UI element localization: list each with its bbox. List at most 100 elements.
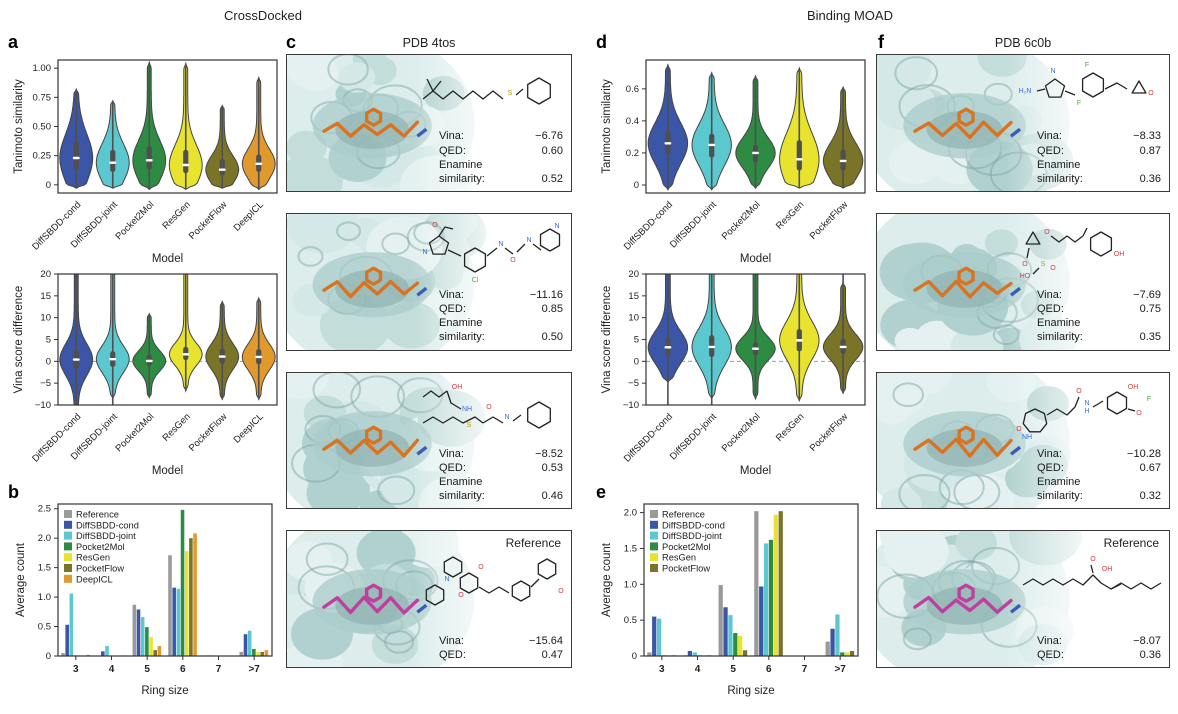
enamine-label-2: similarity:: [1037, 331, 1083, 344]
svg-text:10: 10: [628, 313, 639, 324]
svg-text:0.5: 0.5: [38, 622, 51, 633]
svg-text:O: O: [432, 222, 438, 229]
svg-text:0.6: 0.6: [626, 84, 639, 95]
ligand-card-stack-moad: H₂N N F F O Vina: −8.33 QED: 0.87 Enamine simi…: [876, 54, 1170, 668]
pdb-title-6c0b: PDB 6c0b: [994, 36, 1052, 50]
vina-label: Vina:: [1037, 130, 1062, 143]
svg-text:Ring size: Ring size: [141, 685, 188, 697]
svg-text:Model: Model: [740, 465, 771, 477]
vina-label: Vina:: [439, 634, 464, 647]
svg-text:DeepICL: DeepICL: [232, 411, 266, 445]
svg-text:F: F: [1085, 62, 1089, 69]
svg-text:Reference: Reference: [662, 510, 705, 520]
qed-value: 0.67: [1139, 462, 1161, 475]
enamine-value: 0.46: [541, 490, 563, 503]
enamine-label-2: similarity:: [439, 172, 485, 185]
svg-text:O: O: [510, 257, 516, 264]
panel-label-a: a: [8, 32, 19, 52]
qed-value: 0.47: [541, 648, 563, 661]
ligand-card-c3: OH NH S O N Vina: −8.52 QED: 0.53 Enamine simi…: [286, 371, 572, 510]
svg-text:Reference: Reference: [76, 510, 119, 520]
qed-label: QED:: [1037, 303, 1064, 316]
svg-text:O: O: [478, 564, 484, 571]
svg-text:N: N: [504, 414, 509, 421]
svg-text:1.0: 1.0: [624, 579, 637, 590]
svg-text:DiffSBDD-joint: DiffSBDD-joint: [662, 531, 722, 541]
enamine-label-2: similarity:: [1037, 172, 1083, 185]
svg-text:0.25: 0.25: [33, 151, 52, 162]
vina-label: Vina:: [1037, 447, 1062, 460]
svg-text:2.0: 2.0: [38, 533, 51, 544]
svg-text:1.0: 1.0: [38, 592, 51, 603]
molecule-diagram: OH NH S O N: [422, 384, 551, 429]
svg-text:H: H: [1084, 408, 1089, 415]
svg-text:O: O: [486, 404, 492, 411]
svg-text:20: 20: [628, 269, 639, 280]
svg-text:−5: −5: [40, 378, 51, 389]
svg-text:>7: >7: [834, 664, 846, 675]
svg-text:Pocket2Mol: Pocket2Mol: [113, 411, 156, 454]
svg-text:Pocket2Mol: Pocket2Mol: [720, 411, 763, 454]
svg-text:Tanimoto similarity: Tanimoto similarity: [601, 79, 613, 174]
svg-text:DiffSBDD-cond: DiffSBDD-cond: [622, 411, 675, 464]
svg-text:NH: NH: [462, 406, 472, 413]
ligand-metrics: Vina: −15.64 QED: 0.47: [439, 634, 563, 662]
svg-text:0: 0: [46, 651, 51, 662]
svg-text:Pocket2Mol: Pocket2Mol: [720, 199, 763, 242]
qed-label: QED:: [439, 303, 466, 316]
qed-label: QED:: [439, 462, 466, 475]
qed-value: 0.87: [1139, 144, 1161, 157]
enamine-value: 0.36: [1139, 172, 1161, 185]
svg-text:15: 15: [40, 291, 51, 302]
svg-text:Pocket2Mol: Pocket2Mol: [662, 542, 711, 552]
svg-text:N: N: [444, 576, 449, 583]
svg-text:Average count: Average count: [15, 542, 27, 617]
svg-text:N: N: [526, 237, 531, 244]
svg-text:S: S: [508, 90, 513, 97]
enamine-label-2: similarity:: [439, 331, 485, 344]
vina-label: Vina:: [1037, 289, 1062, 302]
svg-text:O: O: [458, 592, 464, 599]
vina-value: −8.33: [1133, 130, 1161, 143]
svg-text:15: 15: [628, 291, 639, 302]
panel-label-d: d: [596, 32, 607, 52]
svg-text:O: O: [1016, 426, 1022, 433]
svg-text:0: 0: [46, 180, 51, 191]
svg-text:PocketFlow: PocketFlow: [187, 199, 230, 242]
svg-text:5: 5: [144, 664, 150, 675]
vina-label: Vina:: [439, 447, 464, 460]
svg-text:DeepICL: DeepICL: [76, 574, 113, 584]
svg-text:OH: OH: [1114, 251, 1125, 258]
molecule-diagram: H₂N N F F O: [1019, 62, 1155, 107]
pdb-title-4tos: PDB 4tos: [402, 36, 456, 50]
svg-text:O: O: [1076, 388, 1082, 395]
svg-text:DiffSBDD-joint: DiffSBDD-joint: [668, 411, 719, 462]
svg-text:DeepICL: DeepICL: [232, 199, 266, 233]
svg-text:O: O: [558, 588, 564, 595]
reference-tag: Reference: [505, 536, 561, 551]
svg-text:DiffSBDD-joint: DiffSBDD-joint: [76, 531, 136, 541]
svg-text:0.50: 0.50: [33, 122, 52, 133]
enamine-label-2: similarity:: [439, 490, 485, 503]
ligand-card-c1: S Vina: −6.76 QED: 0.60 Enamine similarity…: [286, 54, 572, 192]
svg-text:H₂N: H₂N: [1019, 88, 1032, 95]
svg-text:O: O: [1148, 90, 1154, 97]
vina-value: −10.28: [1127, 447, 1161, 460]
svg-text:2.0: 2.0: [624, 508, 637, 519]
panel-label-c: c: [286, 32, 297, 52]
svg-text:0.2: 0.2: [626, 148, 639, 159]
enamine-label-1: Enamine: [1037, 476, 1081, 489]
qed-value: 0.85: [541, 303, 563, 316]
molecule-diagram: O O N O: [425, 556, 564, 606]
svg-text:0: 0: [632, 651, 637, 662]
svg-text:Cl: Cl: [472, 277, 479, 284]
svg-text:Tanimoto similarity: Tanimoto similarity: [13, 79, 25, 174]
protein-pocket-render: [287, 372, 571, 509]
svg-text:ResGen: ResGen: [160, 199, 192, 231]
svg-text:7: 7: [802, 664, 808, 675]
qed-label: QED:: [1037, 462, 1064, 475]
svg-text:2.5: 2.5: [38, 504, 51, 515]
svg-text:N: N: [554, 223, 559, 230]
